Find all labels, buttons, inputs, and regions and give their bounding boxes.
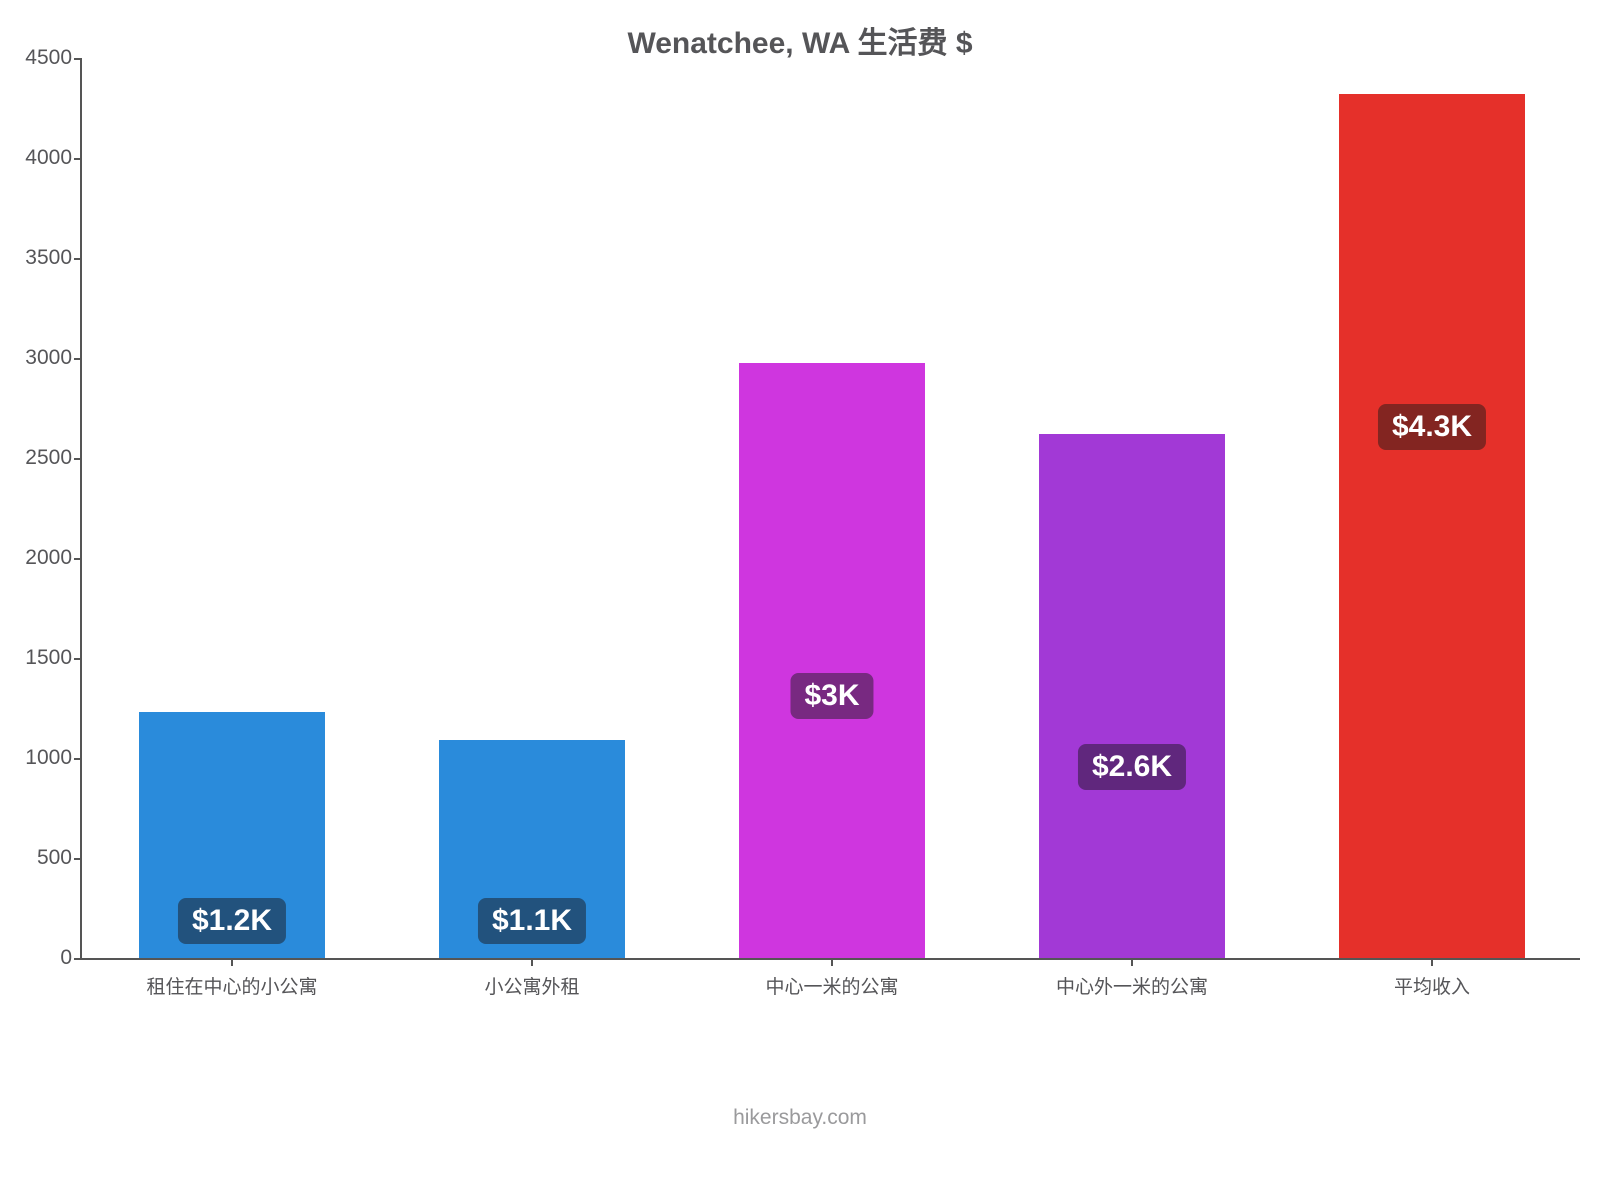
y-tick-mark: [74, 958, 82, 960]
value-badge: $4.3K: [1378, 404, 1486, 450]
y-tick-mark: [74, 458, 82, 460]
bar: $2.6K: [1039, 434, 1225, 958]
value-badge: $1.2K: [178, 898, 286, 944]
y-tick-mark: [74, 558, 82, 560]
y-tick-mark: [74, 158, 82, 160]
y-tick-mark: [74, 358, 82, 360]
chart-container: Wenatchee, WA 生活费 $ 05001000150020002500…: [0, 0, 1600, 1200]
x-tick-label: 平均收入: [1394, 958, 1470, 999]
x-tick-label: 中心外一米的公寓: [1056, 958, 1208, 999]
y-tick-mark: [74, 258, 82, 260]
chart-title: Wenatchee, WA 生活费 $: [0, 18, 1600, 62]
y-tick-mark: [74, 858, 82, 860]
x-tick-label: 小公寓外租: [484, 958, 579, 999]
bar: $3K: [739, 363, 925, 958]
value-badge: $3K: [790, 673, 873, 719]
plot-area: 050010001500200025003000350040004500$1.2…: [80, 60, 1580, 960]
bar: $1.1K: [439, 740, 625, 958]
x-tick-label: 中心一米的公寓: [765, 958, 898, 999]
y-tick-mark: [74, 758, 82, 760]
value-badge: $2.6K: [1078, 744, 1186, 790]
y-tick-mark: [74, 658, 82, 660]
x-tick-label: 租住在中心的小公寓: [146, 958, 317, 999]
chart-footer: hikersbay.com: [0, 1106, 1600, 1130]
value-badge: $1.1K: [478, 898, 586, 944]
bar: $4.3K: [1339, 94, 1525, 958]
bar: $1.2K: [139, 712, 325, 958]
y-tick-mark: [74, 58, 82, 60]
